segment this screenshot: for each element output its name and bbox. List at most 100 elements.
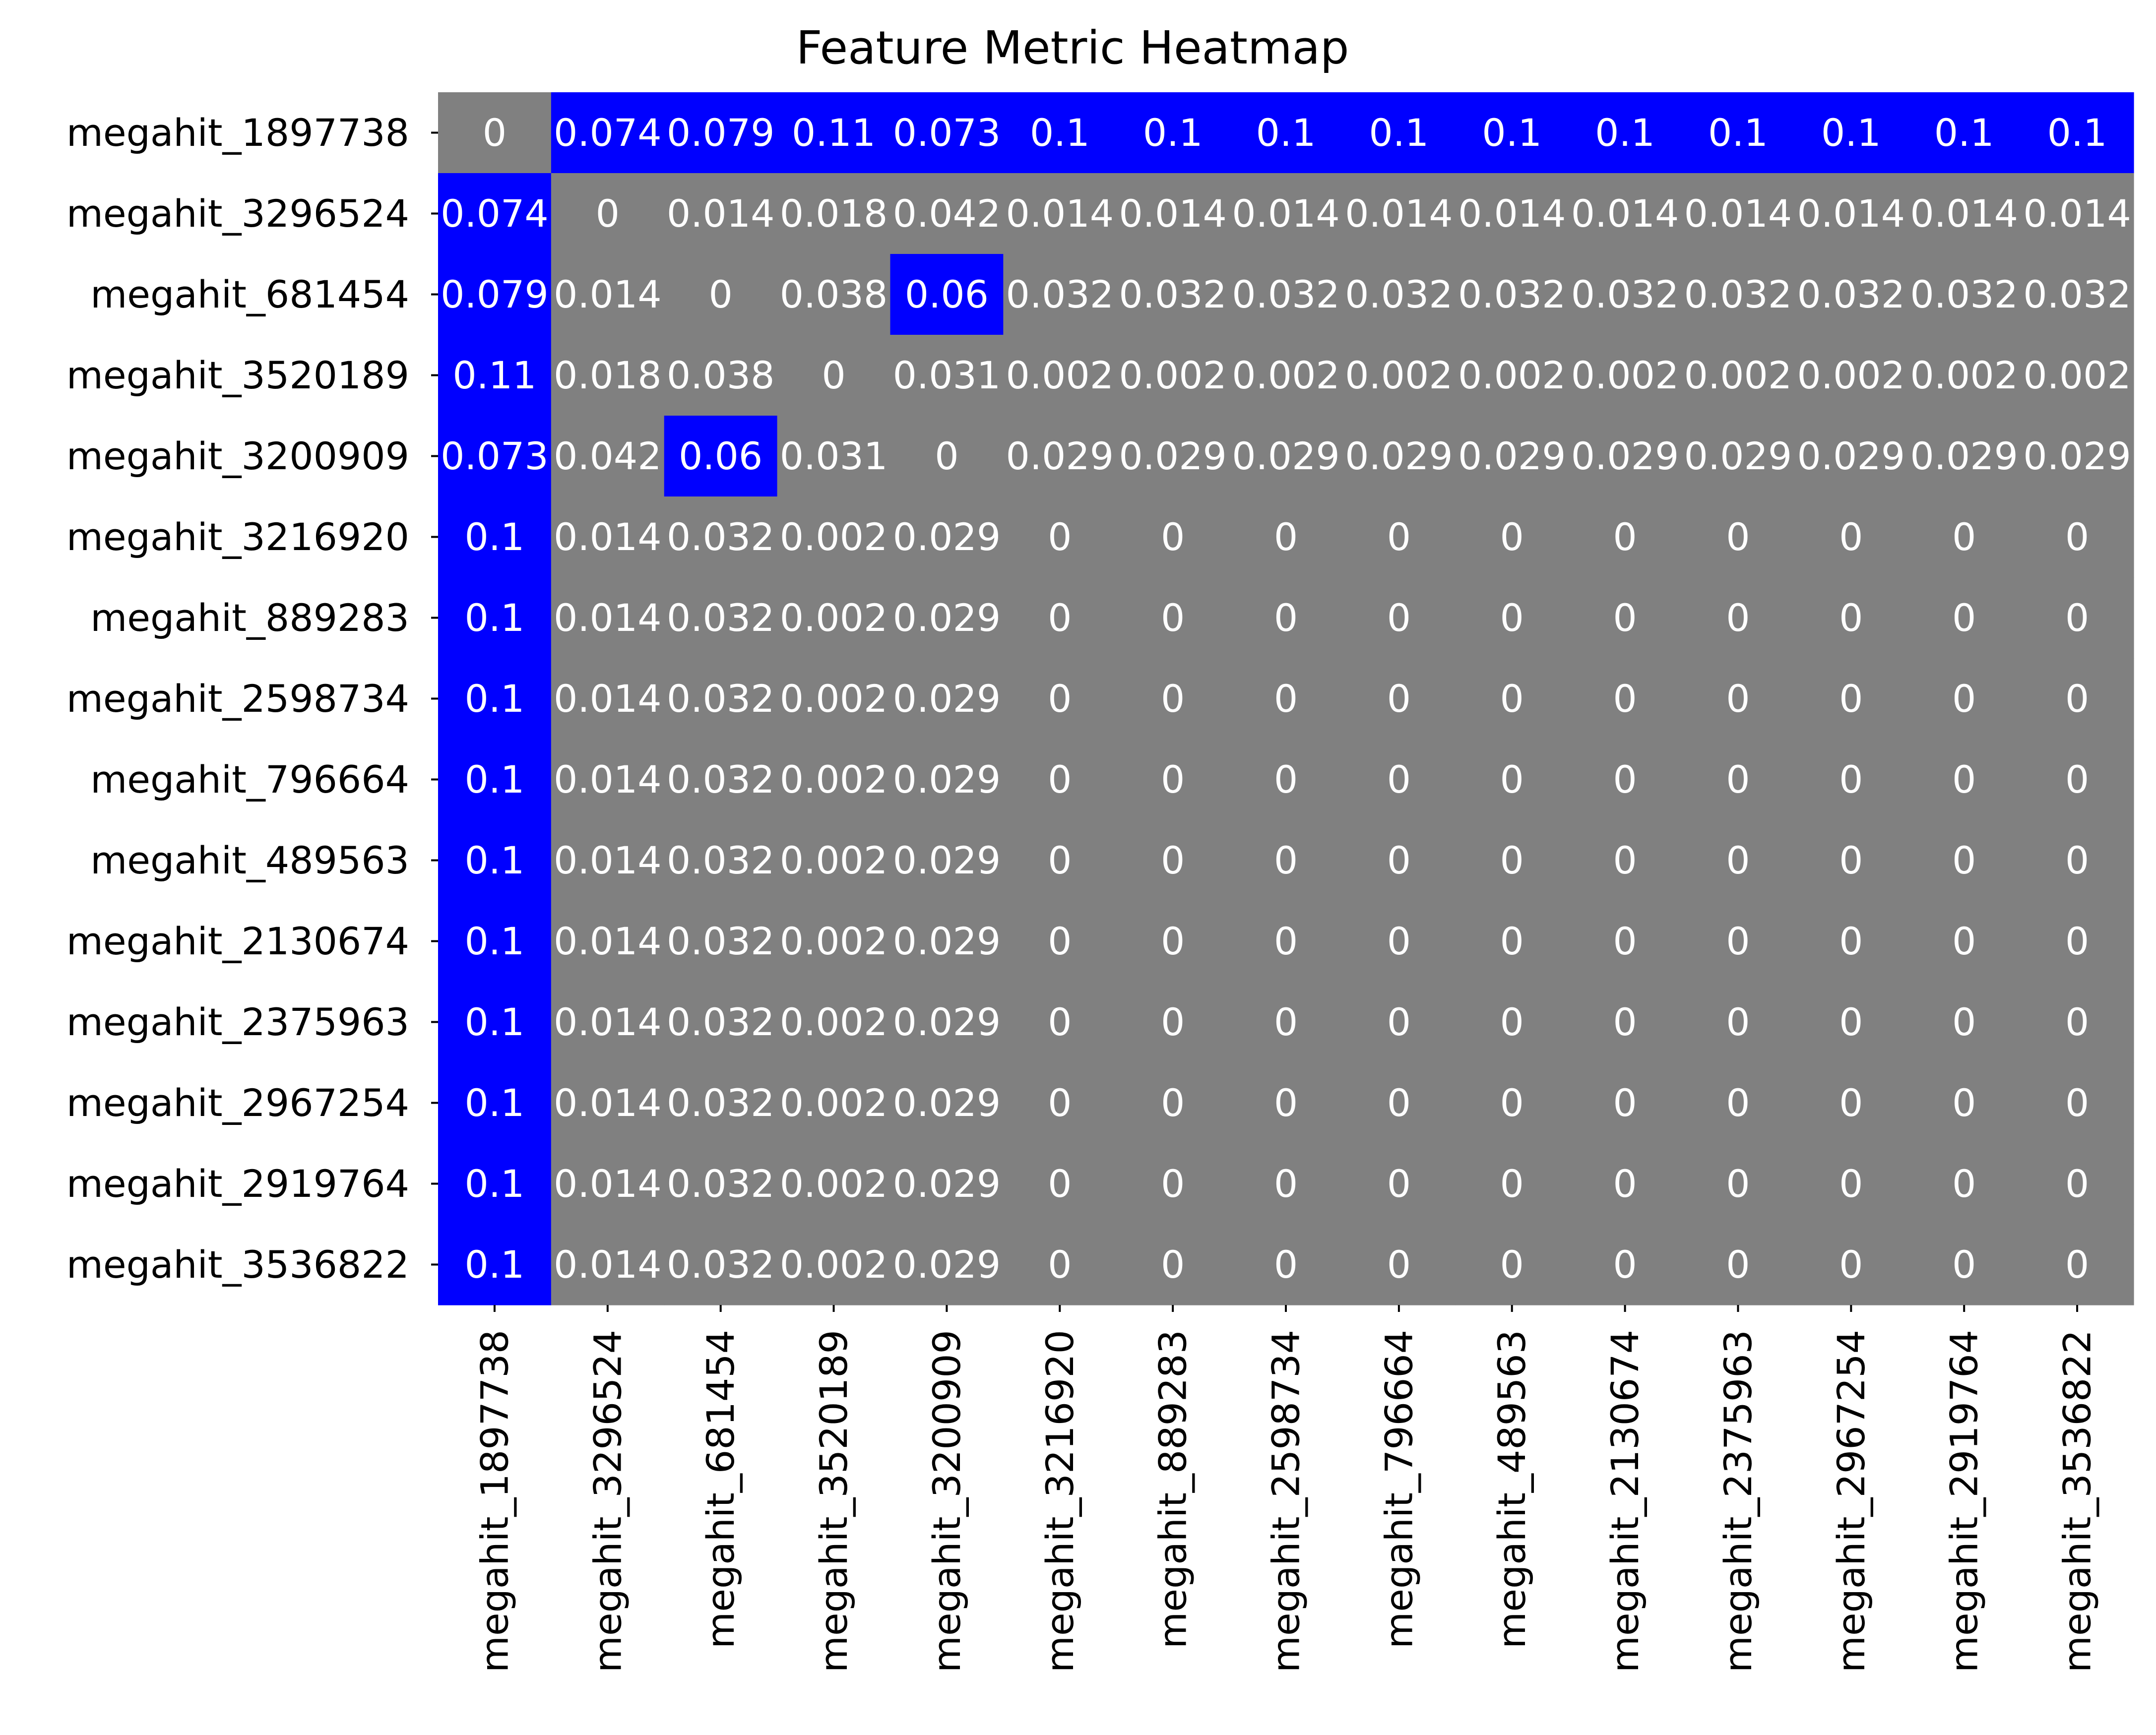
heatmap-cell — [1229, 658, 1343, 740]
cell-value-label: 0 — [1048, 1162, 1072, 1206]
heatmap-cell — [890, 254, 1004, 335]
cell-value-label: 0.032 — [667, 1081, 775, 1125]
cell-value-label: 0.031 — [893, 353, 1001, 397]
cell-value-label: 0.014 — [1571, 191, 1679, 236]
heatmap-cell — [1568, 335, 1682, 416]
cell-value-label: 0.014 — [554, 838, 662, 882]
cell-value-label: 0.018 — [780, 191, 888, 236]
y-tick-label: megahit_2130674 — [66, 919, 409, 963]
heatmap-cell — [777, 254, 891, 335]
heatmap-cell — [664, 982, 778, 1063]
heatmap-cell — [1003, 496, 1117, 578]
heatmap-cell — [664, 1062, 778, 1144]
cell-value-label: 0 — [1839, 1000, 1863, 1044]
cell-value-label: 0 — [1839, 1242, 1863, 1287]
heatmap-cell — [890, 1143, 1004, 1225]
cell-value-label: 0.029 — [893, 515, 1001, 559]
cell-value-label: 0 — [1839, 677, 1863, 721]
heatmap-cell — [1116, 173, 1230, 254]
cell-value-label: 0.042 — [554, 434, 662, 478]
cell-value-label: 0 — [1952, 1081, 1976, 1125]
cell-value-label: 0.029 — [1684, 434, 1792, 478]
x-tick-label: megahit_681454 — [698, 1330, 743, 1649]
cell-value-label: 0.032 — [667, 515, 775, 559]
heatmap-cell — [777, 1224, 891, 1305]
cell-value-label: 0 — [1613, 1081, 1637, 1125]
heatmap-cell — [1568, 173, 1682, 254]
cell-value-label: 0 — [1839, 1081, 1863, 1125]
heatmap-cell — [890, 92, 1004, 174]
heatmap-cell — [664, 820, 778, 901]
cell-value-label: 0.014 — [554, 677, 662, 721]
heatmap-cell — [1455, 254, 1569, 335]
heatmap-cell — [1342, 335, 1456, 416]
heatmap-cell — [1342, 658, 1456, 740]
heatmap-cell — [1794, 416, 1908, 497]
cell-value-label: 0.1 — [1595, 111, 1655, 155]
heatmap-cell — [1794, 173, 1908, 254]
x-tick-label: megahit_2967254 — [1829, 1330, 1873, 1673]
heatmap-cell — [1003, 982, 1117, 1063]
heatmap-cell — [1342, 254, 1456, 335]
heatmap-cell — [777, 496, 891, 578]
cell-value-label: 0 — [1726, 757, 1750, 802]
heatmap-cell — [1455, 577, 1569, 659]
heatmap-cell — [1116, 1062, 1230, 1144]
cell-value-label: 0.032 — [667, 677, 775, 721]
cell-value-label: 0.014 — [1458, 191, 1566, 236]
heatmap-cell — [1116, 416, 1230, 497]
heatmap-cell — [1116, 1224, 1230, 1305]
heatmap-cell — [1455, 1224, 1569, 1305]
heatmap-cell — [664, 496, 778, 578]
heatmap-cell — [2021, 658, 2134, 740]
cell-value-label: 0.1 — [2047, 111, 2107, 155]
cell-value-label: 0.11 — [452, 353, 536, 397]
chart-title: Feature Metric Heatmap — [796, 21, 1349, 74]
cell-value-label: 0 — [1839, 1162, 1863, 1206]
heatmap-cell — [438, 335, 552, 416]
heatmap-cell — [1794, 982, 1908, 1063]
x-tick-label: megahit_3536822 — [2055, 1330, 2099, 1673]
cell-value-label: 0.032 — [667, 1162, 775, 1206]
heatmap-cell — [664, 1224, 778, 1305]
heatmap-cell — [1229, 739, 1343, 820]
cell-value-label: 0.002 — [2023, 353, 2131, 397]
x-tick-label: megahit_889283 — [1151, 1330, 1195, 1649]
cell-value-label: 0.079 — [667, 111, 775, 155]
heatmap-cell — [1794, 577, 1908, 659]
heatmap-cell — [1681, 173, 1795, 254]
heatmap-cell — [1794, 739, 1908, 820]
cell-value-label: 0.032 — [2023, 272, 2131, 316]
cell-value-label: 0.038 — [667, 353, 775, 397]
cell-value-label: 0.002 — [780, 919, 888, 963]
heatmap-cell — [890, 335, 1004, 416]
cell-value-label: 0.002 — [1797, 353, 1905, 397]
cell-value-label: 0.038 — [780, 272, 888, 316]
heatmap-cell — [890, 739, 1004, 820]
cell-value-label: 0.002 — [1684, 353, 1792, 397]
heatmap-cell — [1568, 820, 1682, 901]
cell-value-label: 0.1 — [464, 1162, 524, 1206]
heatmap-cell — [551, 901, 665, 982]
heatmap-cell — [1116, 577, 1230, 659]
cell-value-label: 0 — [1048, 1000, 1072, 1044]
heatmap-cell — [2021, 739, 2134, 820]
heatmap-cell — [1794, 1224, 1908, 1305]
cell-value-label: 0 — [935, 434, 958, 478]
heatmap-cell — [551, 496, 665, 578]
cell-value-label: 0.1 — [1934, 111, 1994, 155]
heatmap-cell — [1681, 658, 1795, 740]
cell-value-label: 0.029 — [2023, 434, 2131, 478]
cell-value-label: 0 — [1952, 757, 1976, 802]
heatmap-cell — [1455, 496, 1569, 578]
cell-value-label: 0 — [1387, 1242, 1411, 1287]
heatmap-cell — [1907, 739, 2021, 820]
heatmap-cell — [1568, 901, 1682, 982]
heatmap-cell — [664, 577, 778, 659]
cell-value-label: 0.032 — [1119, 272, 1227, 316]
y-tick-label: megahit_3200909 — [66, 434, 409, 478]
heatmap-cell — [1342, 92, 1456, 174]
cell-value-label: 0.029 — [893, 1162, 1001, 1206]
heatmap-cell — [1455, 173, 1569, 254]
heatmap-cell — [1116, 335, 1230, 416]
